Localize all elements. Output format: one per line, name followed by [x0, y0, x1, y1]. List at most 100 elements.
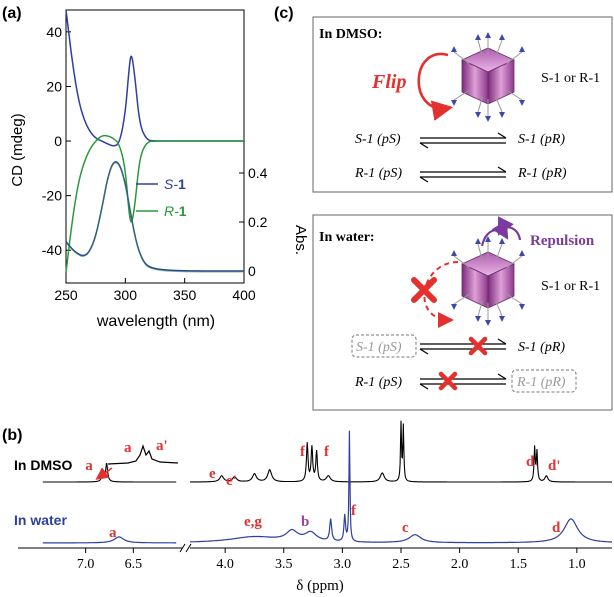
cage-side-chain — [477, 96, 483, 113]
cage-side-chain — [453, 89, 470, 101]
water-box — [312, 214, 613, 411]
nmr-trace-water — [190, 430, 612, 544]
cd-series — [65, 9, 244, 273]
dashed-box-r1-pr — [511, 369, 577, 393]
blocked-flip-arrow — [423, 261, 459, 328]
cd-x-ticks: 250 300 350 400 — [54, 278, 256, 303]
nmr-x-tick-label: 3.0 — [334, 557, 352, 572]
nmr-x-axis: 7.0 6.5 4.0 3.5 3.0 2.5 2.0 1.5 1.0 — [18, 543, 612, 572]
peak-label: b — [301, 514, 309, 530]
cage-terminal-group — [499, 316, 505, 322]
cd-y-ticks: 40 20 0 -20 -40 — [42, 24, 71, 258]
dmso-eq2-right: R-1 (pR) — [517, 166, 567, 181]
repulsion-arrow-right — [498, 216, 522, 241]
y-tick-label: 20 — [46, 78, 62, 94]
dmso-box-title: In DMSO: — [319, 27, 382, 42]
legend-r1-label: R-1 — [164, 203, 187, 219]
water-eq1-left: S-1 (pS) — [356, 340, 402, 355]
equilibrium-arrows-water-1 — [419, 338, 507, 355]
panel-c-label: (c) — [274, 5, 294, 22]
panel-b-label: (b) — [2, 427, 22, 444]
peak-label: e,g — [244, 514, 262, 530]
cage-terminal-group — [451, 250, 457, 256]
peak-label: c — [402, 520, 409, 536]
inset-label-a: a — [124, 440, 132, 456]
peak-label: d' — [548, 458, 561, 474]
cd-plot: 40 20 0 -20 -40 0.4 0.2 0 250 300 350 400 — [42, 9, 268, 303]
x-tick-label: 300 — [114, 287, 138, 303]
cage-terminal-group — [499, 34, 505, 40]
water-enantiomers-label: S-1 or R-1 — [541, 279, 600, 294]
cage-side-chain — [495, 39, 503, 58]
flip-arrow — [417, 52, 454, 121]
peak-label: f — [300, 444, 306, 460]
inset-label-a-prime: a' — [156, 438, 168, 454]
nmr-trace-water — [42, 536, 177, 544]
cage-side-chain — [453, 51, 470, 65]
cage-terminal-group — [519, 100, 525, 106]
cage-side-chain — [477, 39, 483, 58]
repulsion-label: Repulsion — [530, 233, 595, 249]
cage-side-chain — [506, 51, 523, 65]
axis-break-mark — [185, 543, 192, 553]
cd-x-axis-label: wavelength (nm) — [96, 313, 215, 330]
blocked-cross-icon-eq1 — [468, 336, 488, 356]
cage-terminal-group — [499, 238, 505, 244]
nmr-x-tick-label: 2.0 — [451, 557, 469, 572]
y-tick-label: 40 — [46, 24, 62, 40]
peak-label: a — [85, 458, 93, 474]
cage-side-chain — [495, 96, 503, 113]
cage-side-chain — [495, 300, 503, 317]
cage-molecule-water — [451, 236, 525, 326]
dmso-box — [312, 16, 613, 193]
y-tick-label: 0 — [54, 133, 62, 149]
nmr-x-tick-label: 7.0 — [77, 557, 95, 572]
inset-arrow — [95, 467, 113, 480]
nmr-x-tick-label: 4.0 — [216, 557, 234, 572]
y2-tick-label: 0.2 — [248, 214, 268, 230]
inset-trace — [107, 444, 179, 465]
cage-terminal-group — [485, 116, 491, 122]
cd-legend: S-1 R-1 — [136, 176, 187, 219]
peak-label: a — [109, 525, 117, 541]
cd-plot-frame — [65, 9, 245, 284]
peak-label: f — [351, 503, 357, 519]
nmr-x-axis-label: δ (ppm) — [296, 578, 343, 594]
nmr-x-tick-label: 1.5 — [509, 557, 527, 572]
x-tick-label: 250 — [54, 287, 78, 303]
water-eq2-right: R-1 (pR) — [516, 375, 566, 390]
water-box-title: In water: — [319, 230, 375, 245]
nmr-x-tick-label: 6.5 — [125, 557, 143, 572]
blocked-cross-icon-eq2 — [438, 371, 458, 391]
cage-terminal-group — [475, 34, 481, 40]
water-spectrum-label: In water — [14, 512, 67, 528]
cage-side-chain — [506, 89, 523, 101]
cage-side-chain — [453, 293, 470, 305]
equilibrium-arrows-dmso-1 — [419, 132, 507, 149]
y2-tick-label: 0 — [248, 263, 256, 279]
abs-series-line — [65, 161, 244, 272]
dmso-eq2-left: R-1 (pS) — [354, 166, 402, 181]
x-tick-label: 400 — [232, 287, 256, 303]
peak-label: d — [526, 454, 535, 470]
water-eq1-right: S-1 (pR) — [518, 340, 565, 355]
cage-terminal-group — [485, 320, 491, 326]
abs-y-axis-label: Abs. — [292, 225, 309, 255]
cage-terminal-group — [519, 46, 525, 52]
cage-terminal-group — [451, 100, 457, 106]
dashed-box-s1-ps — [351, 334, 417, 358]
axis-break-mark — [179, 543, 186, 553]
cage-right-face — [487, 263, 515, 309]
y2-tick-label: 0.4 — [248, 165, 268, 181]
nmr-x-tick-label: 3.5 — [275, 557, 293, 572]
equilibrium-arrows-water-2 — [419, 373, 507, 390]
cage-terminal-group — [485, 32, 491, 38]
cage-terminal-group — [475, 238, 481, 244]
y-tick-label: -40 — [42, 242, 62, 258]
cage-side-chain — [495, 243, 503, 262]
nmr-inset: a a' — [95, 438, 179, 480]
abs-y-ticks: 0.4 0.2 0 — [239, 165, 268, 279]
cage-terminal-group — [451, 46, 457, 52]
dmso-eq1-left: S-1 (pS) — [355, 132, 401, 147]
